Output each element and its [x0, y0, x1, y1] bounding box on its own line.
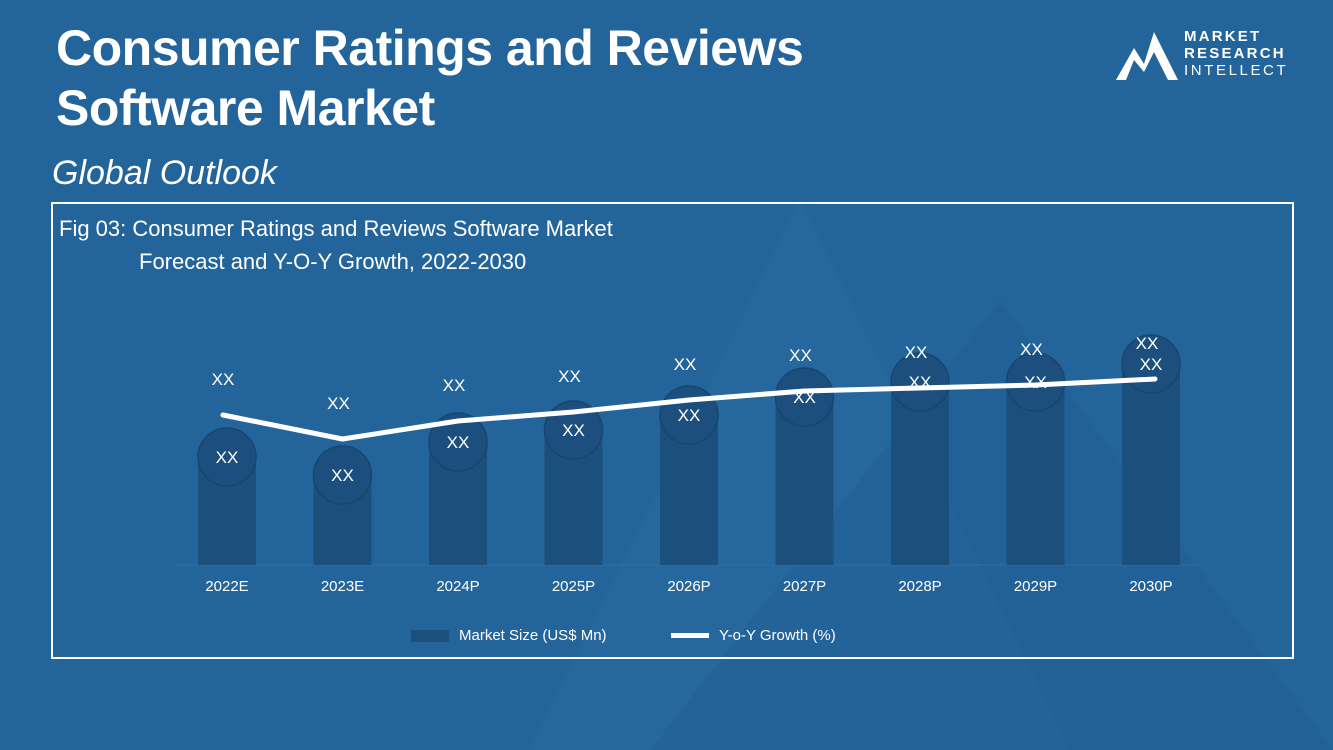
legend-item-yoy-growth: Y-o-Y Growth (%) — [671, 627, 836, 644]
x-tick-label: 2023E — [321, 578, 364, 595]
legend-item-market-size: Market Size (US$ Mn) — [411, 627, 607, 644]
x-tick-label: 2027P — [783, 578, 826, 595]
bar — [1006, 382, 1065, 565]
bar-value-bubble — [428, 412, 488, 472]
x-tick-label: 2028P — [898, 578, 941, 595]
line-data-label: XX — [443, 376, 466, 395]
figure-title-line2: Forecast and Y-O-Y Growth, 2022-2030 — [139, 249, 527, 274]
page-title: Consumer Ratings and Reviews Software Ma… — [56, 18, 956, 138]
bar — [891, 382, 949, 565]
line-data-label: XX — [789, 346, 812, 365]
x-tick-label: 2029P — [1014, 578, 1057, 595]
mountain-logo-icon — [1116, 32, 1178, 80]
chart-frame: Fig 03: Consumer Ratings and Reviews Sof… — [51, 202, 1294, 659]
legend-label-market-size: Market Size (US$ Mn) — [459, 627, 607, 644]
bar-data-label: XX — [216, 448, 239, 467]
figure-title-line1: Fig 03: Consumer Ratings and Reviews Sof… — [59, 216, 613, 241]
yoy-growth-line — [220, 376, 1158, 442]
legend-swatch-line — [671, 633, 709, 638]
bar-value-bubble — [890, 352, 950, 412]
logo-line1: MARKET — [1184, 28, 1262, 45]
x-tick-label: 2024P — [436, 578, 479, 595]
logo-text: MARKET RESEARCH INTELLECT — [1184, 28, 1314, 79]
bar-value-bubble — [312, 445, 373, 505]
bar-data-label: XX — [447, 433, 470, 452]
line-data-label: XX — [327, 394, 350, 413]
x-tick-label: 2025P — [552, 578, 595, 595]
bar — [1122, 364, 1180, 565]
x-tick-label: 2022E — [205, 578, 248, 595]
line-data-label: XX — [212, 370, 235, 389]
bar-data-label: XX — [331, 466, 354, 485]
logo-line2: RESEARCH — [1184, 45, 1286, 62]
line-data-label: XX — [1136, 334, 1159, 353]
logo-line3: INTELLECT — [1184, 62, 1289, 79]
page-subtitle: Global Outlook — [52, 154, 277, 192]
x-tick-label: 2030P — [1129, 578, 1172, 595]
legend-label-yoy-growth: Y-o-Y Growth (%) — [719, 627, 836, 644]
bar-data-label: XX — [678, 406, 701, 425]
x-tick-label: 2026P — [667, 578, 710, 595]
figure-title: Fig 03: Consumer Ratings and Reviews Sof… — [59, 212, 613, 278]
bar-data-label: XX — [562, 421, 585, 440]
line-data-label: XX — [905, 343, 928, 362]
page-title-line2: Software Market — [56, 80, 435, 136]
line-data-label: XX — [674, 355, 697, 374]
bar-data-label: XX — [1140, 355, 1163, 374]
legend-swatch-bar — [411, 629, 449, 642]
bar-value-bubble — [197, 427, 257, 487]
company-logo: MARKET RESEARCH INTELLECT — [1114, 28, 1314, 84]
bar-value-bubble — [774, 367, 835, 427]
line-data-label: XX — [558, 367, 581, 386]
page-title-line1: Consumer Ratings and Reviews — [56, 20, 804, 76]
line-data-label: XX — [1020, 340, 1043, 359]
